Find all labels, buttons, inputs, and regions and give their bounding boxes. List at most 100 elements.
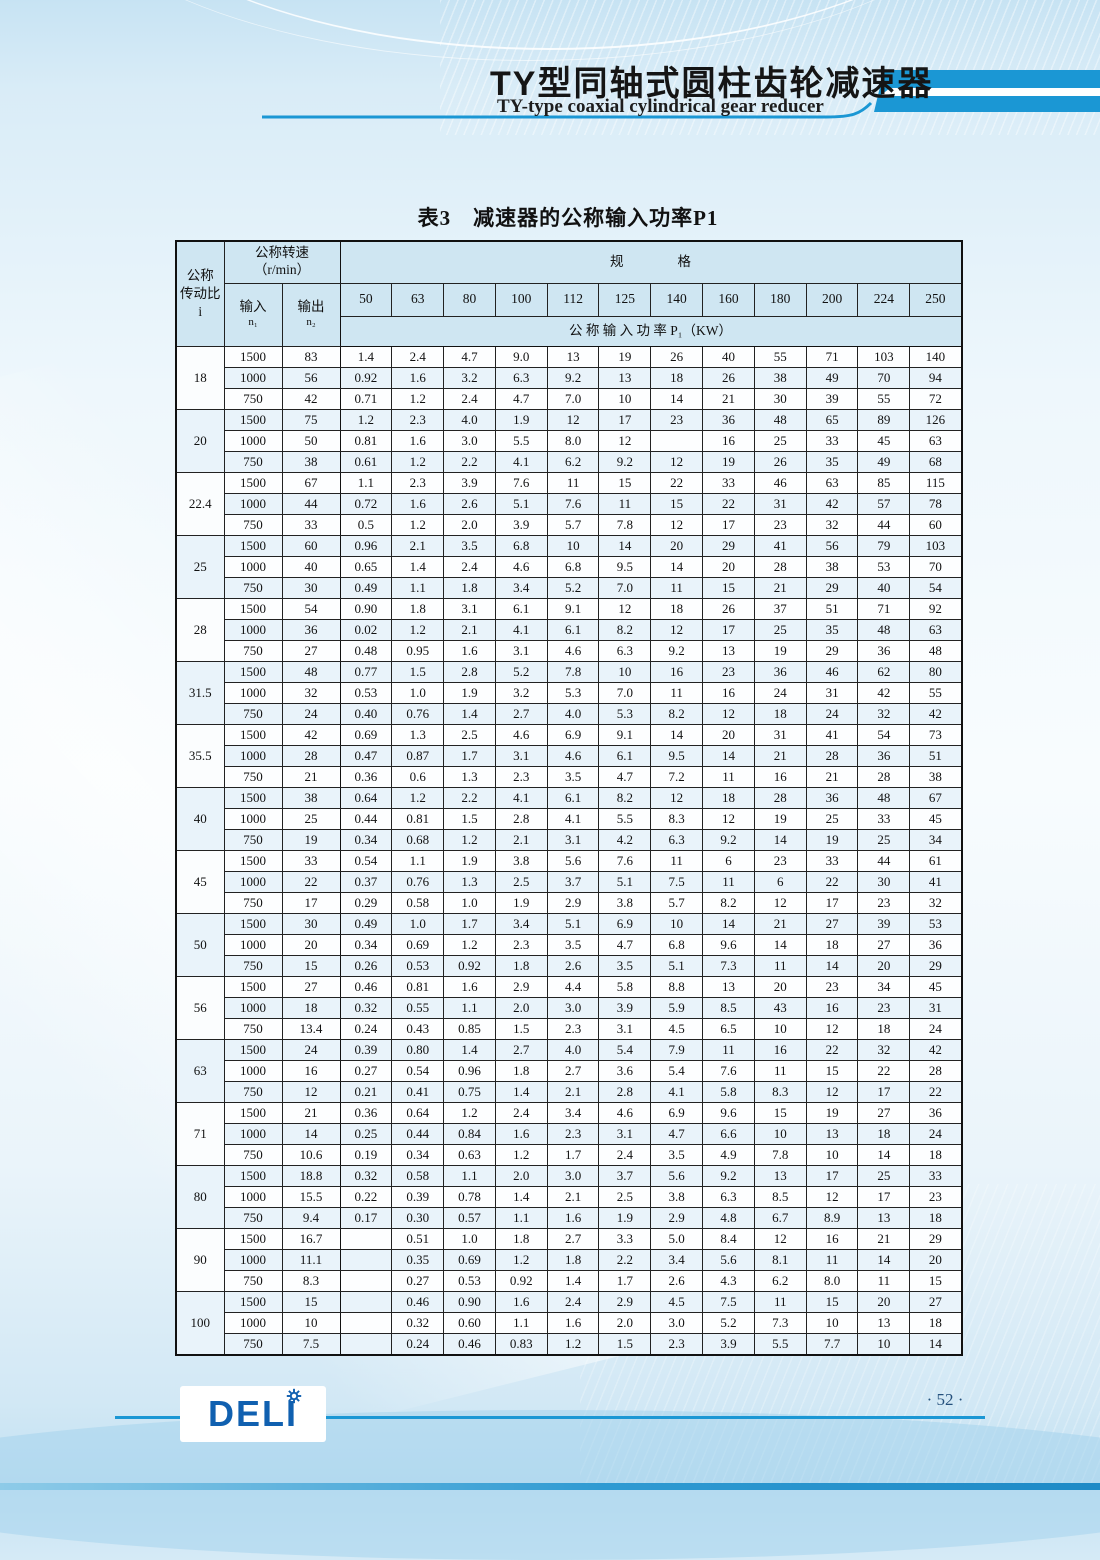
power-value: 0.22 [339,1185,393,1208]
input-speed-value: 1000 [223,429,283,452]
power-value: 2.0 [443,513,496,536]
power-value: 30 [753,387,807,410]
power-value: 2.3 [494,933,548,956]
power-value: 3.0 [546,1164,600,1187]
power-value: 0.24 [339,1017,393,1040]
table-row: 1000 56 0.92 1.6 3.2 6.3 9.2 13 18 26 38 49 70 94 [176,366,963,389]
power-value: 2.2 [443,450,496,473]
power-value: 6.2 [753,1269,807,1292]
power-value: 8.0 [805,1269,859,1292]
power-value: 32 [909,891,963,914]
power-value: 48 [857,618,911,641]
power-value: 12 [753,891,807,914]
ratio-value: 28 [175,597,225,662]
power-value: 6.3 [702,1185,755,1208]
input-speed-value: 1500 [223,786,283,809]
power-value: 6.2 [546,450,600,473]
page-title-chinese: TY型同轴式圆柱齿轮减速器 [490,65,934,103]
power-value: 9.5 [598,555,652,578]
power-value: 3.9 [598,996,652,1019]
power-value: 12 [650,786,704,809]
power-value: 19 [753,639,807,662]
power-value: 9.0 [494,345,548,368]
input-speed-value: 1500 [223,1227,283,1250]
power-value: 1.4 [494,1080,548,1103]
power-value: 0.54 [339,849,393,872]
power-value: 9.2 [702,1164,755,1187]
power-value: 19 [702,450,755,473]
power-value: 18 [909,1206,963,1229]
power-value: 11 [650,681,704,704]
power-value: 6.9 [546,723,600,746]
power-value: 14 [650,555,704,578]
power-value: 0.26 [339,954,393,977]
power-value: 3.9 [443,471,496,494]
input-speed-value: 1000 [223,744,283,767]
power-value: 2.9 [494,975,548,998]
output-speed-value: 11.1 [281,1248,341,1271]
power-value: 0.39 [339,1038,393,1061]
input-speed-value: 1500 [223,345,283,368]
power-value: 6.8 [546,555,600,578]
power-value: 1.3 [391,723,445,746]
power-value: 2.4 [443,555,496,578]
power-value: 38 [909,765,963,788]
output-speed-value: 25 [281,807,341,830]
power-value: 3.8 [650,1185,704,1208]
output-speed-value: 24 [281,1038,341,1061]
power-value: 5.6 [546,849,600,872]
power-value: 0.72 [339,492,393,515]
power-value: 25 [805,807,859,830]
power-value: 14 [805,954,859,977]
power-value: 1.1 [443,996,496,1019]
power-value: 1.1 [494,1206,548,1229]
output-speed-value: 22 [281,870,341,893]
output-speed-value: 20 [281,933,341,956]
power-value: 40 [702,345,755,368]
power-value: 18 [702,786,755,809]
table-row: 750 15 0.26 0.53 0.92 1.8 2.6 3.5 5.1 7.3 11 14 20 29 [176,954,963,977]
power-value: 0.49 [339,912,393,935]
output-speed-value: 42 [281,723,341,746]
input-speed-value: 1500 [223,975,283,998]
input-speed-value: 750 [223,954,283,977]
power-value: 1.2 [391,786,445,809]
power-value: 23 [650,408,704,431]
power-value: 2.5 [598,1185,652,1208]
power-value: 60 [909,513,963,536]
power-value: 41 [805,723,859,746]
power-value: 7.0 [546,387,600,410]
power-value: 4.1 [546,807,600,830]
power-value: 0.02 [339,618,393,641]
power-value: 103 [857,345,911,368]
power-value: 14 [857,1143,911,1166]
power-value: 43 [753,996,807,1019]
power-value: 0.64 [339,786,393,809]
power-value: 5.1 [650,954,704,977]
power-value: 2.6 [650,1269,704,1292]
power-value: 8.2 [650,702,704,725]
power-value: 8.9 [805,1206,859,1229]
table-row: 1000 20 0.34 0.69 1.2 2.3 3.5 4.7 6.8 9.6 14 18 27 36 [176,933,963,956]
power-value: 6.5 [702,1017,755,1040]
power-value: 1.6 [391,492,445,515]
ratio-value: 56 [175,975,225,1040]
power-value: 9.6 [702,1101,755,1124]
input-speed-value: 1500 [223,1038,283,1061]
power-value: 31 [909,996,963,1019]
power-value: 11 [753,1290,807,1313]
power-value: 37 [753,597,807,620]
power-value: 21 [753,912,807,935]
power-value: 20 [857,954,911,977]
power-value: 5.2 [546,576,600,599]
power-value: 22 [805,870,859,893]
power-value: 2.3 [546,1122,600,1145]
power-value: 2.4 [546,1290,600,1313]
power-value: 3.7 [598,1164,652,1187]
power-value: 23 [805,975,859,998]
power-value: 5.1 [546,912,600,935]
power-value: 29 [805,639,859,662]
power-value: 25 [857,828,911,851]
power-value: 42 [909,1038,963,1061]
power-value [339,1269,393,1292]
